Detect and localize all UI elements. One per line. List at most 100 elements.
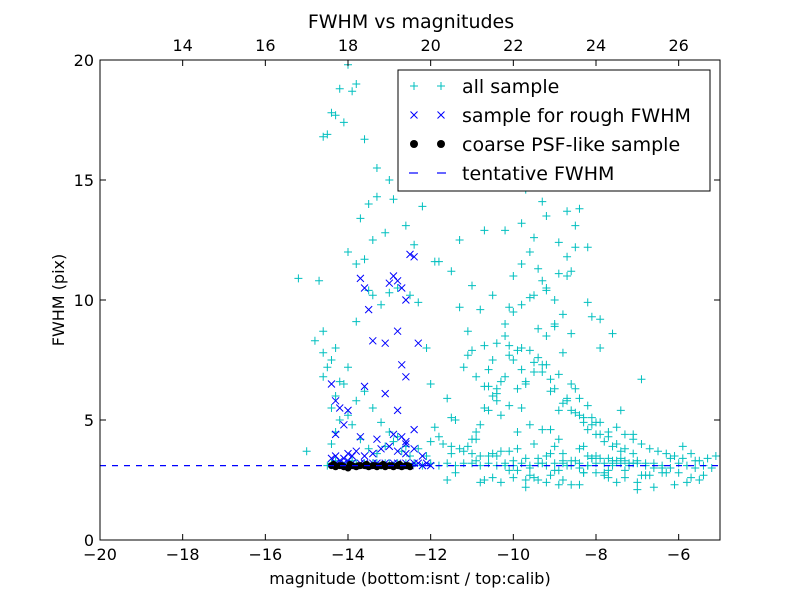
rough-fwhm-point xyxy=(385,279,394,288)
all-sample-point xyxy=(616,454,625,463)
all-sample-point xyxy=(492,452,501,460)
rough-fwhm-point xyxy=(368,449,377,458)
all-sample-point xyxy=(616,406,625,415)
all-sample-point xyxy=(703,454,712,463)
all-sample-point xyxy=(294,274,303,283)
all-sample-point xyxy=(600,437,609,446)
all-sample-point xyxy=(513,444,522,453)
all-sample-point xyxy=(542,286,551,295)
all-sample-point xyxy=(554,406,563,415)
rough-fwhm-point xyxy=(373,435,381,444)
all-sample-point xyxy=(583,298,592,307)
all-sample-point xyxy=(542,478,551,487)
all-sample-point xyxy=(558,476,567,484)
all-sample-point xyxy=(505,351,514,360)
all-sample-point xyxy=(546,449,555,458)
all-sample-point xyxy=(558,399,567,408)
all-sample-point xyxy=(339,380,348,388)
all-sample-point xyxy=(534,353,543,362)
x-axis-label: magnitude (bottom:isnt / top:calib) xyxy=(269,569,550,588)
all-sample-point xyxy=(335,416,344,424)
all-sample-point xyxy=(492,339,501,348)
all-sample-point xyxy=(451,468,460,477)
all-sample-point xyxy=(484,365,493,374)
all-sample-point xyxy=(525,346,534,355)
all-sample-point xyxy=(563,207,572,216)
all-sample-point xyxy=(447,413,456,422)
all-sample-point xyxy=(674,468,683,477)
all-sample-point xyxy=(472,428,481,436)
all-sample-point xyxy=(492,396,501,405)
all-sample-point xyxy=(711,452,720,460)
all-sample-point xyxy=(501,461,510,470)
all-sample-point xyxy=(699,471,708,480)
all-sample-point xyxy=(422,452,431,460)
all-sample-point xyxy=(344,363,352,372)
all-sample-point xyxy=(513,384,522,393)
all-sample-point xyxy=(426,380,435,388)
psf-like-point xyxy=(371,462,379,470)
all-sample-point xyxy=(596,454,605,463)
all-sample-point xyxy=(521,476,530,484)
all-sample-point xyxy=(517,404,526,412)
y-axis-label: FWHM (pix) xyxy=(49,254,68,347)
rough-fwhm-point xyxy=(381,339,390,348)
all-sample-point xyxy=(525,248,534,256)
all-sample-point xyxy=(583,243,592,252)
rough-fwhm-points xyxy=(327,250,435,470)
rough-fwhm-point xyxy=(410,425,418,434)
all-sample-point xyxy=(558,310,567,319)
all-sample-point xyxy=(472,456,481,465)
all-sample-point xyxy=(348,420,357,429)
legend-marker-psf-like xyxy=(410,140,418,148)
legend-marker-all-sample xyxy=(410,82,418,90)
all-sample-point xyxy=(587,420,596,429)
all-sample-point xyxy=(575,480,584,489)
top-x-axis: 14 16 18 20 22 24 26 xyxy=(172,36,689,66)
legend-marker-psf-like xyxy=(437,140,445,148)
all-sample-point xyxy=(368,236,377,244)
all-sample-point xyxy=(550,320,559,328)
all-sample-point xyxy=(356,214,365,223)
all-sample-point xyxy=(583,401,592,410)
all-sample-point xyxy=(468,449,476,458)
all-sample-point xyxy=(620,444,629,453)
rough-fwhm-point xyxy=(410,252,418,261)
all-sample-point xyxy=(484,382,493,391)
all-sample-point xyxy=(567,329,576,338)
all-sample-point xyxy=(488,291,497,300)
all-sample-point xyxy=(517,260,526,268)
chart-title: FWHM vs magnitudes xyxy=(308,11,514,33)
all-sample-point xyxy=(687,449,696,458)
all-sample-point xyxy=(691,456,700,465)
all-sample-point xyxy=(629,430,638,439)
all-sample-point xyxy=(517,300,526,309)
all-sample-point xyxy=(389,195,398,204)
all-sample-point xyxy=(505,341,514,350)
all-sample-point xyxy=(480,341,489,350)
all-sample-point xyxy=(327,108,336,117)
all-sample-point xyxy=(315,276,324,285)
all-sample-point xyxy=(530,368,538,376)
rough-fwhm-point xyxy=(402,372,410,381)
all-sample-point xyxy=(587,312,596,321)
all-sample-point xyxy=(302,447,311,456)
all-sample-point xyxy=(484,452,493,460)
all-sample-point xyxy=(331,392,340,400)
all-sample-point xyxy=(352,80,361,88)
all-sample-point xyxy=(513,346,522,355)
top-x-tick-label: 20 xyxy=(420,36,440,55)
all-sample-point xyxy=(389,437,398,446)
all-sample-point xyxy=(637,440,646,448)
all-sample-point xyxy=(352,396,361,405)
all-sample-point xyxy=(323,130,332,139)
all-sample-point xyxy=(707,464,716,472)
all-sample-point xyxy=(480,404,489,412)
psf-like-point xyxy=(379,460,387,468)
all-sample-point xyxy=(418,202,427,211)
plot-area xyxy=(100,60,720,494)
top-x-tick-label: 22 xyxy=(503,36,523,55)
all-sample-point xyxy=(443,459,452,468)
all-sample-point xyxy=(542,332,551,340)
all-sample-point xyxy=(323,363,332,372)
